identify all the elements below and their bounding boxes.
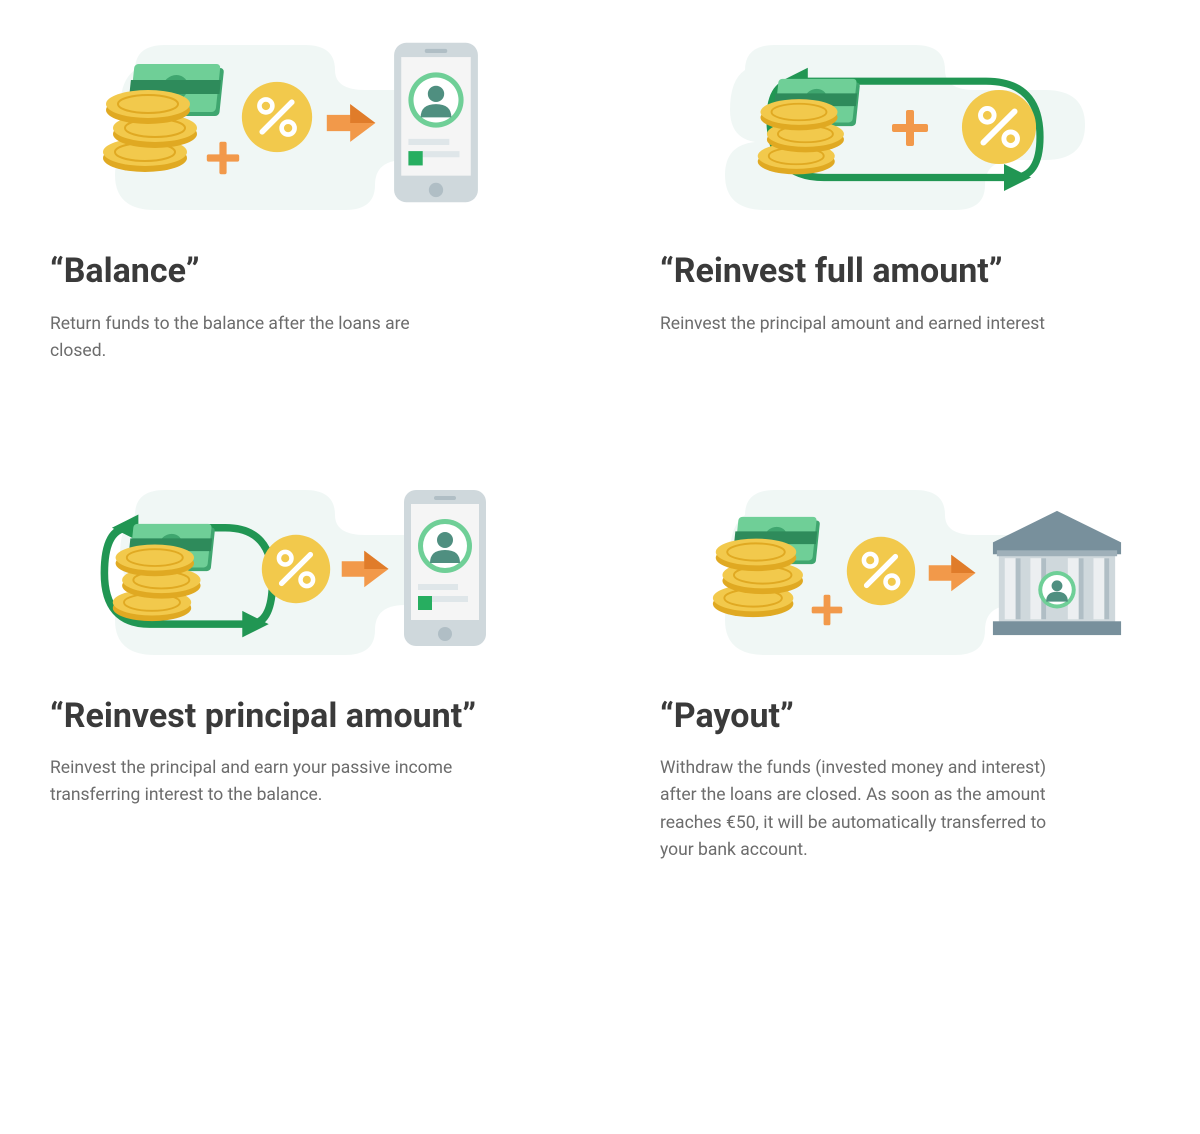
card-desc: Return funds to the balance after the lo…: [50, 311, 470, 365]
illustration-reinvest-full: [660, 20, 1150, 230]
card-desc: Withdraw the funds (invested money and i…: [660, 755, 1080, 864]
card-title: “Payout”: [660, 695, 1150, 738]
options-grid: “Balance” Return funds to the balance af…: [50, 20, 1150, 864]
card-title: “Reinvest full amount”: [660, 250, 1150, 293]
card-desc: Reinvest the principal and earn your pas…: [50, 755, 470, 809]
illustration-balance: [50, 20, 540, 230]
card-payout: “Payout” Withdraw the funds (invested mo…: [660, 465, 1150, 864]
card-desc: Reinvest the principal amount and earned…: [660, 311, 1080, 338]
card-balance: “Balance” Return funds to the balance af…: [50, 20, 540, 365]
card-title: “Balance”: [50, 250, 540, 293]
illustration-payout: [660, 465, 1150, 675]
card-title: “Reinvest principal amount”: [50, 695, 540, 738]
card-reinvest-full: “Reinvest full amount” Reinvest the prin…: [660, 20, 1150, 365]
card-reinvest-principal: “Reinvest principal amount” Reinvest the…: [50, 465, 540, 864]
illustration-reinvest-principal: [50, 465, 540, 675]
